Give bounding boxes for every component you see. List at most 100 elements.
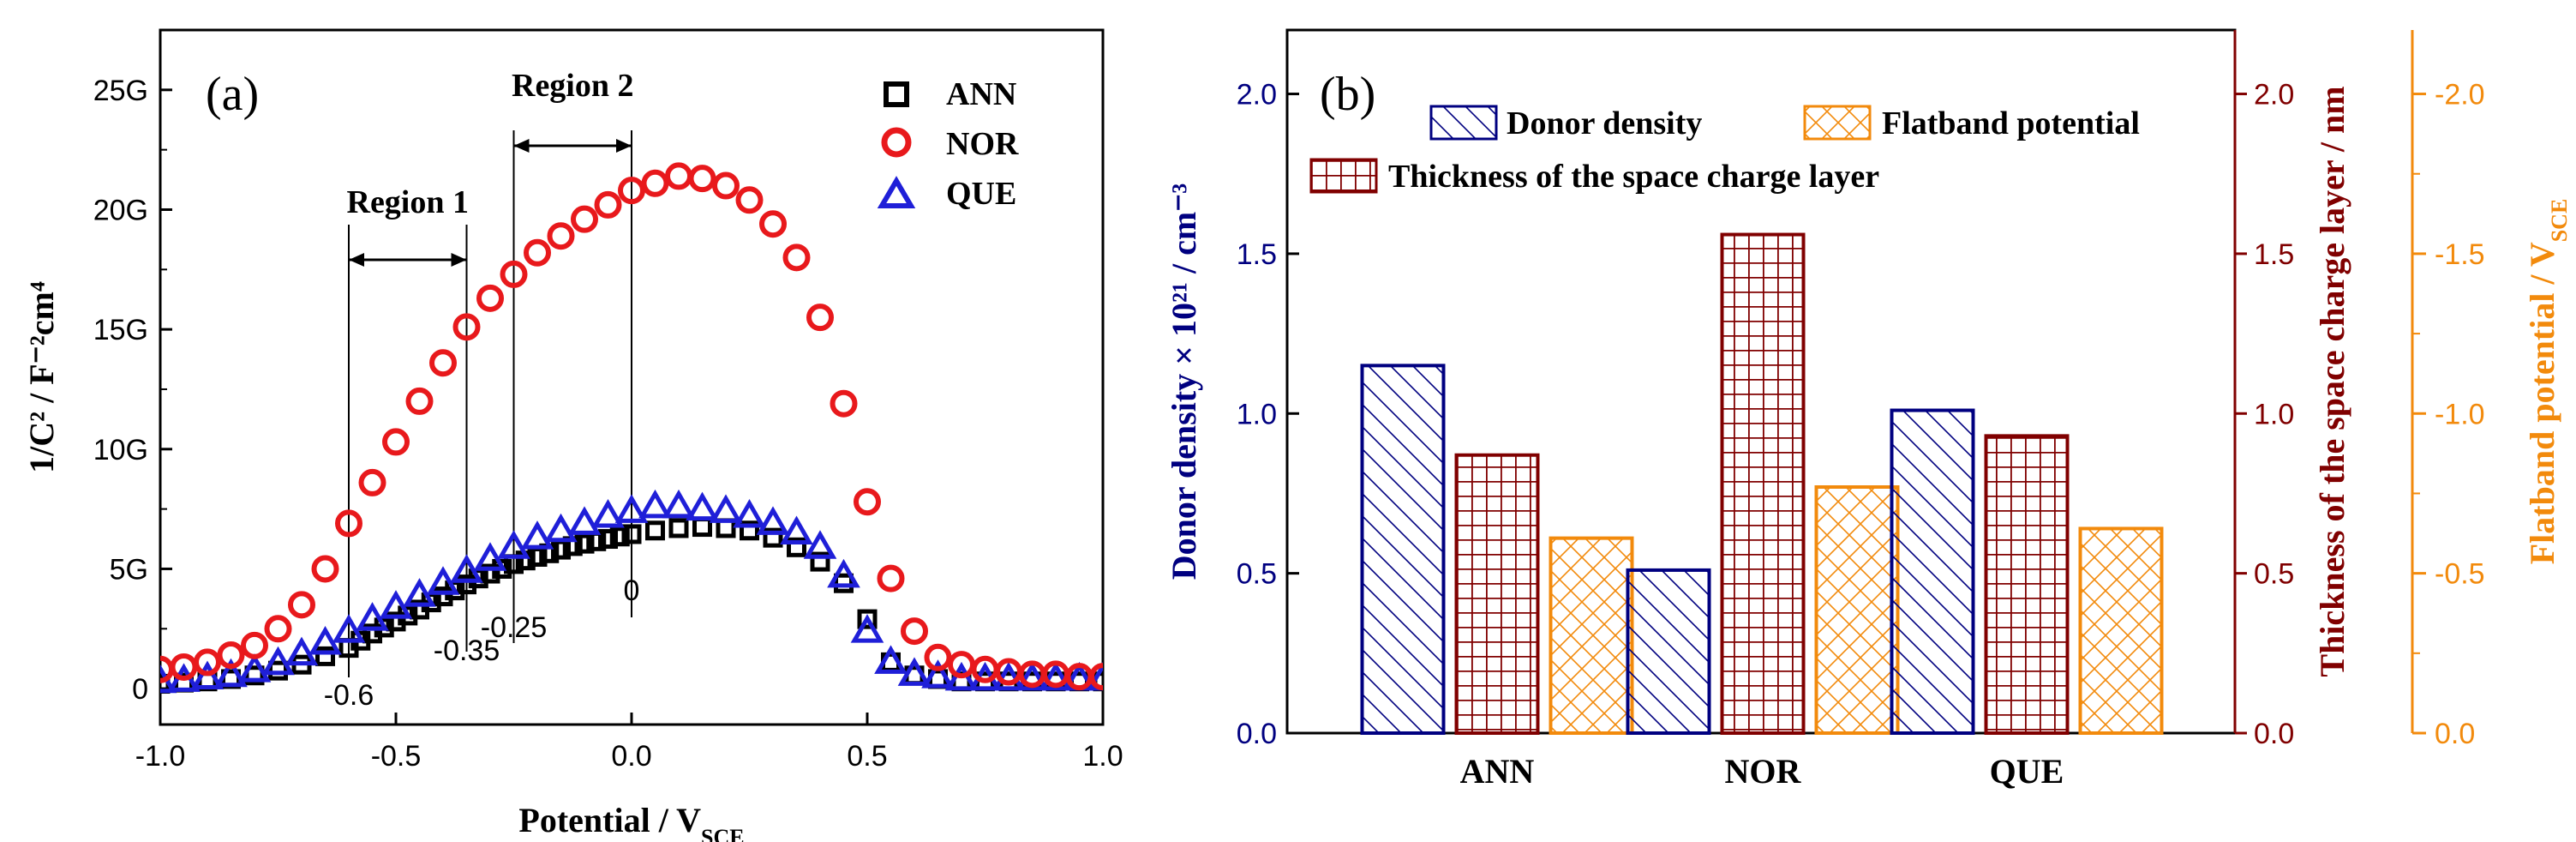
que-point [285, 636, 319, 666]
legend-item-que: QUE [877, 176, 1016, 212]
region-label: Region 1 [347, 184, 470, 220]
nor-point [382, 428, 410, 456]
nor-point [830, 389, 858, 418]
legend-label-ann: ANN [946, 76, 1016, 112]
que-point [662, 489, 696, 519]
que-point [850, 614, 884, 643]
region-label: Region 2 [512, 68, 634, 104]
b-left-tick-label: 1.0 [1237, 398, 1277, 430]
nor-point [524, 238, 551, 267]
nor-point [1089, 663, 1103, 691]
que-point [356, 602, 389, 631]
a-x-tick-label: -1.0 [135, 740, 186, 773]
a-y-axis-label: 1/C² / F⁻²cm⁴ [22, 281, 61, 473]
que-point [332, 614, 366, 643]
nor-point [571, 205, 598, 233]
ann-point [574, 533, 595, 554]
ann-point [480, 563, 500, 584]
triangle-marker-icon [877, 176, 916, 208]
panel-a-label: (a) [206, 68, 259, 121]
nor-point [194, 648, 221, 677]
b-left-tick-label: 0.0 [1237, 718, 1277, 750]
nor-point [782, 244, 811, 272]
que-point [733, 498, 766, 528]
a-x-axis-label: Potential / VSCE [518, 801, 744, 842]
que-point [426, 566, 460, 595]
thickness-bar [1984, 434, 2070, 735]
nor-point [241, 631, 268, 659]
nor-point [217, 641, 245, 669]
region-start-value: -0.25 [481, 611, 548, 644]
legend-label-thickness: Thickness of the space charge layer [1388, 159, 1879, 195]
b-right-tick-label: 0.0 [2254, 718, 2294, 750]
b-flatband-axis-label-sub: SCE [2547, 199, 2572, 243]
que-point [261, 646, 295, 676]
nor-point [288, 591, 315, 619]
region-annotations: Region 1 -0.6 -0.35 Region 2 -0.25 0 [324, 68, 640, 712]
category-label: QUE [1990, 752, 2064, 791]
que-point [921, 659, 955, 689]
a-x-tick-label: 0.5 [847, 740, 887, 773]
b-right-tick-label: 1.5 [2254, 238, 2294, 271]
ann-point [609, 526, 630, 547]
b-flatband-tick-label: -0.5 [2435, 558, 2485, 591]
ann-point [268, 660, 288, 681]
a-x-axis-label-main: Potential / V [518, 801, 701, 839]
ann-point [763, 527, 783, 548]
que-point [897, 657, 932, 686]
que-point [780, 515, 813, 545]
legend-b: Donor density Flatband potential Thickne… [1309, 105, 2140, 195]
a-x-tick-label: 1.0 [1082, 740, 1123, 773]
panel-b: 0.0 0.5 1.0 1.5 2.0 0.0 0.5 1.0 1.5 2.0 0.0 -0.5 -… [1165, 28, 2572, 791]
legend-label-nor: NOR [946, 126, 1019, 162]
b-left-axis: 0.0 0.5 1.0 1.5 2.0 [1237, 79, 1299, 750]
nor-point [618, 177, 645, 205]
que-point [190, 660, 225, 690]
thickness-bar [1454, 453, 1540, 736]
a-y-tick-label: 15G [93, 314, 148, 346]
a-y-axis: 0 5G 10G 15G 20G 25G [93, 75, 172, 706]
flatband-bar [1814, 485, 1900, 735]
ann-point [810, 551, 830, 572]
b-flatband-tick-label: -2.0 [2435, 79, 2485, 111]
donor-density-bar [1890, 408, 1975, 735]
arrow-right-icon [451, 253, 467, 267]
nor-point [854, 488, 881, 516]
nor-point [735, 186, 764, 214]
legend-label-flatband: Flatband potential [1882, 105, 2140, 141]
a-x-axis-label-sub: SCE [701, 825, 745, 842]
b-flatband-axis: 0.0 -0.5 -1.0 -1.5 -2.0 [2411, 30, 2485, 750]
b-x-axis: ANN NOR QUE [1460, 752, 2064, 791]
region-end-value: -0.35 [434, 635, 500, 667]
que-point [544, 513, 578, 543]
region-end-value: 0 [624, 574, 640, 607]
que-point [1086, 661, 1103, 691]
a-x-axis: -1.0 -0.5 0.0 0.5 1.0 [135, 713, 1123, 773]
nor-point [547, 222, 575, 250]
flatband-bar [1549, 536, 1634, 735]
ann-point [857, 609, 878, 629]
b-flatband-tick-label: -1.5 [2435, 238, 2485, 271]
b-flatband-tick-label: 0.0 [2435, 718, 2475, 750]
ann-point [621, 524, 642, 544]
que-point [591, 498, 625, 528]
que-point [520, 520, 554, 550]
arrow-left-icon [349, 253, 364, 267]
a-x-tick-label: 0.0 [611, 740, 651, 773]
que-point [450, 554, 483, 583]
nor-point [877, 564, 905, 592]
legend-item-flatband: Flatband potential [1803, 105, 2140, 141]
que-point [473, 542, 507, 571]
b-flatband-tick-label: -1.0 [2435, 398, 2485, 430]
nor-point [712, 171, 740, 200]
que-point [686, 491, 719, 521]
donor-density-bar [1360, 364, 1446, 735]
a-y-tick-label: 25G [93, 75, 148, 107]
legend-item-ann: ANN [884, 76, 1016, 112]
panel-b-label: (b) [1320, 68, 1375, 121]
que-point [709, 494, 743, 523]
nor-point [335, 509, 362, 538]
ann-point [787, 537, 806, 557]
legend-item-donor-density: Donor density [1429, 105, 1702, 141]
